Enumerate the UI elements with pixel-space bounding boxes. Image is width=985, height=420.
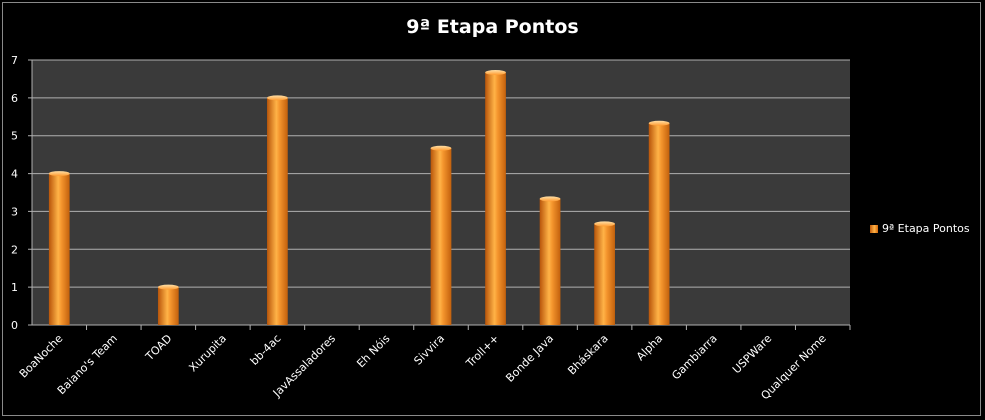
y-tick-label: 2 [11,243,18,256]
y-tick-label: 0 [11,319,18,332]
y-tick-label: 6 [11,92,18,105]
x-tick-label: Troll++ [463,332,502,371]
x-tick-label: Bháskara [565,332,610,377]
x-tick-label: Eh Nóis [354,332,392,370]
bar-cap [48,171,70,177]
x-tick-label: bb-4ac [248,332,284,368]
x-tick-label: USPWare [730,332,774,376]
y-tick-label: 1 [11,281,18,294]
y-tick-label: 5 [11,130,18,143]
x-tick-label: TOAD [143,332,175,364]
bar-cap [648,120,670,126]
bar-alpha [648,123,670,325]
bar-cap [157,284,179,290]
legend: 9ª Etapa Pontos [870,222,970,235]
x-tick-label: Xurupita [186,332,228,374]
chart-title: 9ª Etapa Pontos [406,16,579,38]
bar-cap [430,145,452,151]
legend-label: 9ª Etapa Pontos [882,222,970,235]
bar-cap [485,69,506,75]
y-tick-label: 4 [11,168,18,181]
bar-toad [157,287,179,325]
y-tick-label: 3 [11,205,18,218]
x-tick-label: BoaNoche [17,332,66,381]
bar-cap [539,196,561,202]
bar-cap [267,95,288,101]
x-tick-label: Gambiarra [669,332,719,382]
x-tick-label: Alpha [634,332,665,363]
bar-bh-skara [594,223,615,325]
bar-cap [594,221,615,227]
bar-bonde-java [539,198,561,325]
bar-boanoche [48,173,70,325]
x-tick-label: Sivvira [411,332,447,368]
bar-bb-4ac [267,97,288,325]
legend-key [870,224,878,233]
bar-sivvira [430,148,452,325]
bar-troll- [485,72,506,325]
y-tick-label: 7 [11,54,18,67]
x-tick-label: Bonde Java [503,332,556,385]
